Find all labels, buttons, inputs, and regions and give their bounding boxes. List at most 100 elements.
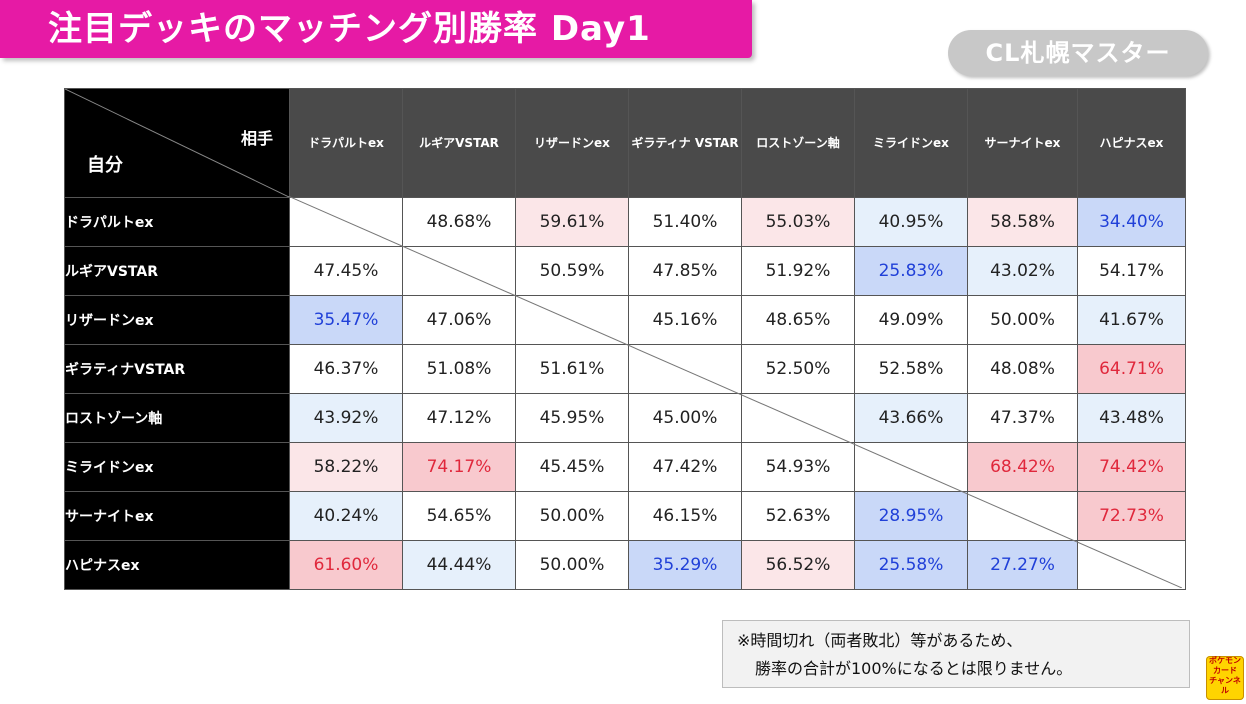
win-rate-cell: 43.66% (854, 393, 968, 443)
column-header: サーナイトex (967, 88, 1078, 198)
column-header: ドラパルトex (289, 88, 403, 198)
diagonal-cell (289, 197, 403, 247)
table-row: ルギアVSTAR 47.45% 50.59% 47.85% 51.92% 25.83% 43… (64, 246, 1186, 296)
table-row: リザードンex 35.47% 47.06% 45.16% 48.65% 49.09% 50.… (64, 295, 1186, 345)
row-header: ギラティナVSTAR (64, 344, 290, 394)
win-rate-cell: 50.00% (967, 295, 1078, 345)
win-rate-cell: 52.63% (741, 491, 855, 541)
win-rate-cell: 34.40% (1077, 197, 1186, 247)
title-banner: 注目デッキのマッチング別勝率 Day1 (0, 0, 752, 58)
table-row: ドラパルトex 48.68% 59.61% 51.40% 55.03% 40.95% 58.… (64, 197, 1186, 247)
row-header: サーナイトex (64, 491, 290, 541)
win-rate-cell: 41.67% (1077, 295, 1186, 345)
win-rate-cell: 25.58% (854, 540, 968, 590)
page-title: 注目デッキのマッチング別勝率 Day1 (48, 9, 651, 49)
event-badge: CL札幌マスター (948, 30, 1208, 76)
column-header: ロストゾーン軸 (741, 88, 855, 198)
win-rate-cell: 59.61% (515, 197, 629, 247)
win-rate-cell: 48.08% (967, 344, 1078, 394)
diagonal-cell (402, 246, 516, 296)
win-rate-cell: 64.71% (1077, 344, 1186, 394)
win-rate-cell: 52.50% (741, 344, 855, 394)
diagonal-cell (515, 295, 629, 345)
win-rate-cell: 56.52% (741, 540, 855, 590)
win-rate-cell: 43.02% (967, 246, 1078, 296)
win-rate-cell: 40.95% (854, 197, 968, 247)
win-rate-cell: 45.00% (628, 393, 742, 443)
win-rate-cell: 50.00% (515, 540, 629, 590)
win-rate-matrix: 相手 自分 ドラパルトex ルギアVSTAR リザードンex ギラティナ VST… (64, 88, 1186, 590)
win-rate-cell: 51.61% (515, 344, 629, 394)
win-rate-cell: 43.48% (1077, 393, 1186, 443)
win-rate-cell: 74.42% (1077, 442, 1186, 492)
win-rate-cell: 51.92% (741, 246, 855, 296)
row-header: ルギアVSTAR (64, 246, 290, 296)
win-rate-cell: 27.27% (967, 540, 1078, 590)
win-rate-cell: 45.45% (515, 442, 629, 492)
win-rate-cell: 43.92% (289, 393, 403, 443)
table-row: ミライドンex 58.22% 74.17% 45.45% 47.42% 54.93% 68.… (64, 442, 1186, 492)
win-rate-cell: 35.47% (289, 295, 403, 345)
column-header: ギラティナ VSTAR (628, 88, 742, 198)
win-rate-cell: 25.83% (854, 246, 968, 296)
diagonal-cell (741, 393, 855, 443)
win-rate-cell: 72.73% (1077, 491, 1186, 541)
column-header: ミライドンex (854, 88, 968, 198)
win-rate-cell: 55.03% (741, 197, 855, 247)
footnote-line-2: 勝率の合計が100%になるとは限りません。 (755, 659, 1073, 678)
win-rate-cell: 45.16% (628, 295, 742, 345)
win-rate-cell: 48.68% (402, 197, 516, 247)
logo-text-line: チャンネル (1209, 676, 1241, 695)
row-header: ロストゾーン軸 (64, 393, 290, 443)
win-rate-cell: 47.85% (628, 246, 742, 296)
win-rate-cell: 52.58% (854, 344, 968, 394)
logo-text-line: カード (1213, 666, 1237, 675)
win-rate-cell: 58.22% (289, 442, 403, 492)
diagonal-cell (967, 491, 1078, 541)
win-rate-cell: 47.42% (628, 442, 742, 492)
win-rate-cell: 68.42% (967, 442, 1078, 492)
win-rate-cell: 48.65% (741, 295, 855, 345)
win-rate-cell: 51.08% (402, 344, 516, 394)
win-rate-cell: 50.00% (515, 491, 629, 541)
win-rate-cell: 46.15% (628, 491, 742, 541)
channel-logo: ポケモン カード チャンネル (1206, 656, 1244, 700)
win-rate-cell: 45.95% (515, 393, 629, 443)
win-rate-cell: 54.93% (741, 442, 855, 492)
win-rate-cell: 47.06% (402, 295, 516, 345)
row-header: ハピナスex (64, 540, 290, 590)
row-header: リザードンex (64, 295, 290, 345)
column-header: ルギアVSTAR (402, 88, 516, 198)
win-rate-cell: 46.37% (289, 344, 403, 394)
self-label: 自分 (87, 155, 123, 176)
diagonal-cell (854, 442, 968, 492)
opponent-label: 相手 (240, 129, 273, 148)
footnote-line-1: ※時間切れ（両者敗北）等があるため、 (737, 631, 1023, 650)
logo-text-line: ポケモン (1209, 656, 1241, 665)
win-rate-cell: 50.59% (515, 246, 629, 296)
row-header: ドラパルトex (64, 197, 290, 247)
win-rate-cell: 47.12% (402, 393, 516, 443)
win-rate-cell: 49.09% (854, 295, 968, 345)
win-rate-cell: 51.40% (628, 197, 742, 247)
table-row: サーナイトex 40.24% 54.65% 50.00% 46.15% 52.63% 28.… (64, 491, 1186, 541)
win-rate-cell: 54.65% (402, 491, 516, 541)
win-rate-cell: 58.58% (967, 197, 1078, 247)
win-rate-cell: 47.45% (289, 246, 403, 296)
win-rate-cell: 61.60% (289, 540, 403, 590)
win-rate-cell: 40.24% (289, 491, 403, 541)
win-rate-cell: 74.17% (402, 442, 516, 492)
win-rate-cell: 47.37% (967, 393, 1078, 443)
column-header: ハピナスex (1077, 88, 1186, 198)
table-row: ハピナスex 61.60% 44.44% 50.00% 35.29% 56.52% 25.5… (64, 540, 1186, 590)
win-rate-cell: 54.17% (1077, 246, 1186, 296)
diagonal-cell (628, 344, 742, 394)
win-rate-cell: 44.44% (402, 540, 516, 590)
table-row: ギラティナVSTAR 46.37% 51.08% 51.61% 52.50% 52.58%… (64, 344, 1186, 394)
table-row: ロストゾーン軸 43.92% 47.12% 45.95% 45.00% 43.66% 47.… (64, 393, 1186, 443)
footnote-box: ※時間切れ（両者敗北）等があるため、 勝率の合計が100%になるとは限りません。 (722, 620, 1190, 688)
win-rate-cell: 28.95% (854, 491, 968, 541)
matrix-corner: 相手 自分 (64, 88, 290, 198)
corner-diagonal (65, 89, 289, 197)
column-header: リザードンex (515, 88, 629, 198)
